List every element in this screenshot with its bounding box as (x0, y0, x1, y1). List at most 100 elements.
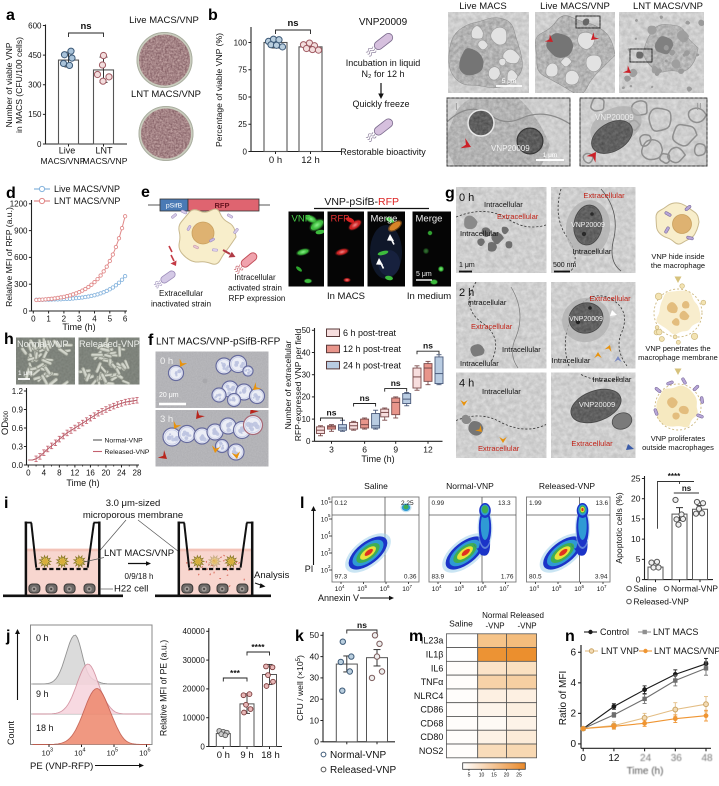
svg-text:ns: ns (327, 408, 337, 418)
svg-text:VNP hide inside: VNP hide inside (651, 252, 704, 261)
svg-text:IL6: IL6 (431, 663, 444, 673)
svg-text:15: 15 (491, 773, 497, 779)
svg-text:8: 8 (57, 469, 62, 478)
svg-text:RFP-expressed VNP per field: RFP-expressed VNP per field (293, 328, 303, 441)
svg-text:12 h: 12 h (301, 155, 320, 166)
svg-text:5: 5 (108, 315, 113, 324)
svg-text:50: 50 (238, 93, 247, 102)
svg-text:-VNP: -VNP (485, 622, 504, 631)
svg-text:9: 9 (393, 444, 398, 454)
svg-text:600: 600 (4, 410, 10, 421)
svg-text:30: 30 (302, 371, 311, 380)
svg-text:0.12: 0.12 (335, 500, 348, 507)
svg-text:g: g (445, 185, 455, 202)
svg-text:2.25: 2.25 (401, 500, 414, 507)
svg-text:900: 900 (14, 226, 28, 235)
svg-text:Extracellular: Extracellular (478, 444, 520, 453)
svg-text:1.2: 1.2 (12, 387, 24, 396)
svg-text:4: 4 (42, 469, 47, 478)
svg-text:Live MACS: Live MACS (459, 1, 507, 12)
svg-text:****: **** (668, 472, 681, 481)
svg-text:5: 5 (365, 584, 368, 589)
svg-text:28: 28 (133, 469, 142, 478)
svg-text:Live MACS/VNP: Live MACS/VNP (129, 15, 199, 26)
svg-text:12: 12 (423, 444, 433, 454)
svg-text:RFP: RFP (331, 214, 350, 225)
svg-text:N₂ for 12 h: N₂ for 12 h (361, 69, 404, 79)
svg-text:10: 10 (321, 534, 329, 541)
svg-text:5: 5 (636, 554, 641, 564)
svg-text:LNT: LNT (95, 146, 113, 156)
svg-text:-VNP: -VNP (517, 622, 536, 631)
svg-text:10: 10 (402, 586, 410, 593)
svg-text:Extracellular: Extracellular (583, 191, 625, 200)
svg-text:Released-VNP: Released-VNP (634, 597, 690, 607)
svg-text:500 nm: 500 nm (553, 262, 577, 269)
svg-text:Intracellular: Intracellular (460, 359, 499, 368)
svg-text:10: 10 (479, 773, 485, 779)
svg-text:100: 100 (234, 38, 248, 47)
svg-text:ns: ns (357, 620, 367, 630)
svg-text:Control: Control (600, 627, 629, 637)
svg-text:***: *** (230, 668, 241, 678)
svg-text:ns: ns (80, 21, 91, 32)
svg-text:0: 0 (636, 574, 641, 584)
svg-text:Intracellular: Intracellular (484, 200, 523, 209)
svg-text:Released-VNP: Released-VNP (105, 449, 150, 456)
svg-text:II: II (696, 102, 702, 113)
svg-text:Time (h): Time (h) (66, 478, 99, 488)
svg-text:50: 50 (310, 630, 320, 640)
svg-text:Normal: Normal (482, 611, 508, 620)
svg-text:10000: 10000 (183, 714, 206, 723)
svg-text:4: 4 (537, 584, 540, 589)
svg-text:6: 6 (582, 584, 585, 589)
svg-text:m: m (409, 628, 423, 645)
svg-text:600: 600 (28, 21, 42, 30)
svg-text:Merge: Merge (416, 214, 443, 225)
svg-text:CD68: CD68 (420, 718, 443, 728)
svg-text:Normal-VNP: Normal-VNP (446, 481, 494, 491)
svg-text:0 h: 0 h (269, 155, 282, 166)
svg-text:5 μm: 5 μm (416, 271, 432, 278)
svg-text:1 μm: 1 μm (18, 370, 33, 377)
svg-text:Percentage of viable VNP (%): Percentage of viable VNP (%) (214, 33, 224, 147)
svg-text:Normal-VNP: Normal-VNP (105, 438, 144, 445)
svg-text:Normal-VNP: Normal-VNP (671, 584, 718, 594)
svg-text:25: 25 (631, 473, 641, 483)
svg-text:ns: ns (682, 484, 692, 493)
svg-text:Number of extracellular: Number of extracellular (283, 340, 293, 429)
svg-text:Relative MFI of PE (a.u.): Relative MFI of PE (a.u.) (159, 640, 169, 736)
svg-text:3: 3 (329, 444, 334, 454)
svg-text:6: 6 (148, 748, 151, 754)
svg-text:4: 4 (439, 584, 442, 589)
svg-text:10: 10 (321, 500, 329, 507)
svg-text:Apoptotic cells (%): Apoptotic cells (%) (614, 492, 624, 563)
svg-text:3.0 μm-sized: 3.0 μm-sized (106, 498, 161, 509)
svg-text:in MACS (CFU/100 cells): in MACS (CFU/100 cells) (14, 37, 24, 133)
svg-text:40: 40 (310, 651, 320, 661)
svg-text:macrophage membrane: macrophage membrane (638, 353, 718, 362)
svg-text:0: 0 (37, 140, 42, 149)
svg-text:2: 2 (62, 315, 67, 324)
svg-text:Ratio of MFI: Ratio of MFI (558, 671, 569, 725)
svg-text:6: 6 (387, 584, 390, 589)
svg-text:Quickly freeze: Quickly freeze (352, 99, 409, 109)
svg-text:VNP20009: VNP20009 (491, 144, 530, 153)
svg-text:LNT MACS/VNP-pSifB-RFP: LNT MACS/VNP-pSifB-RFP (156, 337, 281, 348)
svg-text:0: 0 (580, 753, 586, 764)
svg-text:d: d (6, 185, 16, 202)
svg-text:10: 10 (499, 586, 507, 593)
svg-text:0: 0 (306, 437, 311, 446)
svg-text:PI: PI (305, 564, 314, 574)
svg-text:Extracellular: Extracellular (589, 294, 631, 303)
svg-text:10: 10 (574, 586, 582, 593)
svg-text:Intracellular: Intracellular (482, 387, 521, 396)
svg-text:Normal-VNP: Normal-VNP (330, 750, 386, 761)
svg-text:Extracellular: Extracellular (471, 322, 513, 331)
svg-text:97.3: 97.3 (335, 574, 348, 581)
svg-text:6: 6 (484, 584, 487, 589)
svg-text:0: 0 (570, 739, 576, 750)
svg-text:0.36: 0.36 (404, 574, 417, 581)
svg-text:15: 15 (631, 514, 641, 524)
svg-text:30: 30 (310, 673, 320, 683)
